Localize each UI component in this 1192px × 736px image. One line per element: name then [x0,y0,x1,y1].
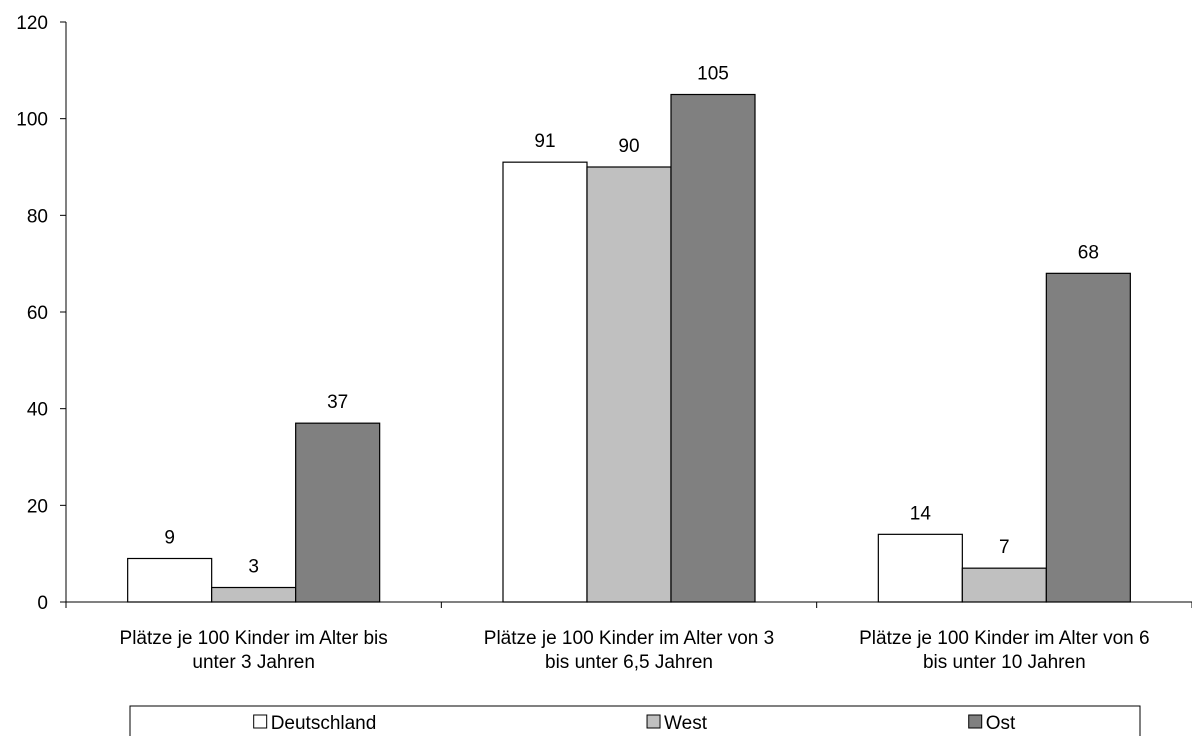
x-tick-label: Plätze je 100 Kinder im Alter von 6 [859,628,1149,649]
data-label: 7 [999,537,1010,558]
legend-swatch [968,714,983,729]
data-label: 91 [534,131,555,152]
x-tick-label: bis unter 10 Jahren [923,652,1086,673]
bar-west [586,166,672,603]
legend-label: West [664,713,708,734]
legend: Deutschland West Ost [129,705,1141,736]
data-labels: 9 3 37 91 90 105 14 7 68 [164,64,1099,578]
bar-ost [670,93,756,603]
data-label: 9 [164,528,175,549]
y-axis: 0 20 40 60 80 100 120 [16,13,67,614]
legend-swatch [253,714,268,729]
bars [127,93,1131,603]
y-tick-label: 40 [27,400,48,421]
legend-label: Ost [986,713,1016,734]
x-tick-label: Plätze je 100 Kinder im Alter bis [120,628,388,649]
y-tick-label: 80 [27,206,48,227]
x-axis: Plätze je 100 Kinder im Alter bis unter 3… [65,601,1192,673]
y-tick-label: 100 [16,110,48,131]
x-tick-label: bis unter 6,5 Jahren [545,652,713,673]
legend-label: Deutschland [271,713,377,734]
data-label: 37 [327,392,348,413]
y-tick-label: 60 [27,303,48,324]
legend-swatch [646,714,661,729]
data-label: 3 [248,557,259,578]
y-tick-label: 20 [27,496,48,517]
y-tick-label: 0 [37,593,48,614]
data-label: 14 [910,503,932,524]
bar-deutschland [502,161,588,603]
bar-ost [295,422,381,603]
bar-deutschland [877,533,963,603]
bar-ost [1045,272,1131,603]
bar-west [211,586,297,603]
y-tick-label: 120 [16,13,48,34]
bar-deutschland [127,557,213,603]
x-tick-label: unter 3 Jahren [192,652,315,673]
bar-west [961,567,1047,603]
x-tick-label: Plätze je 100 Kinder im Alter von 3 [484,628,774,649]
data-label: 68 [1078,242,1099,263]
data-label: 105 [697,64,729,85]
data-label: 90 [618,136,639,157]
